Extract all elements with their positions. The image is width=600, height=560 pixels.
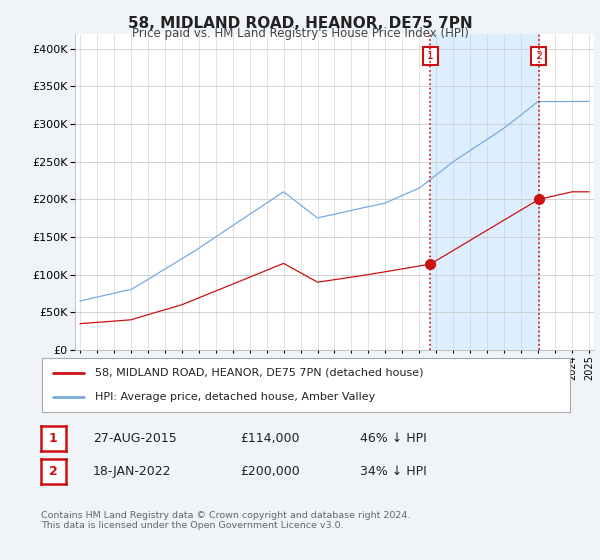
Text: 27-AUG-2015: 27-AUG-2015 <box>93 432 177 445</box>
Bar <box>430 34 539 350</box>
Text: Contains HM Land Registry data © Crown copyright and database right 2024.
This d: Contains HM Land Registry data © Crown c… <box>41 511 410 530</box>
Text: £114,000: £114,000 <box>240 432 299 445</box>
Text: Price paid vs. HM Land Registry's House Price Index (HPI): Price paid vs. HM Land Registry's House … <box>131 27 469 40</box>
Text: £200,000: £200,000 <box>240 465 300 478</box>
Text: HPI: Average price, detached house, Amber Valley: HPI: Average price, detached house, Ambe… <box>95 392 375 402</box>
Text: 18-JAN-2022: 18-JAN-2022 <box>93 465 172 478</box>
Text: 1: 1 <box>427 51 434 61</box>
Text: 46% ↓ HPI: 46% ↓ HPI <box>360 432 427 445</box>
Text: 58, MIDLAND ROAD, HEANOR, DE75 7PN: 58, MIDLAND ROAD, HEANOR, DE75 7PN <box>128 16 472 31</box>
Text: 2: 2 <box>535 51 542 61</box>
Text: 2: 2 <box>49 465 58 478</box>
Text: 1: 1 <box>49 432 58 445</box>
Text: 58, MIDLAND ROAD, HEANOR, DE75 7PN (detached house): 58, MIDLAND ROAD, HEANOR, DE75 7PN (deta… <box>95 368 424 378</box>
Text: 34% ↓ HPI: 34% ↓ HPI <box>360 465 427 478</box>
